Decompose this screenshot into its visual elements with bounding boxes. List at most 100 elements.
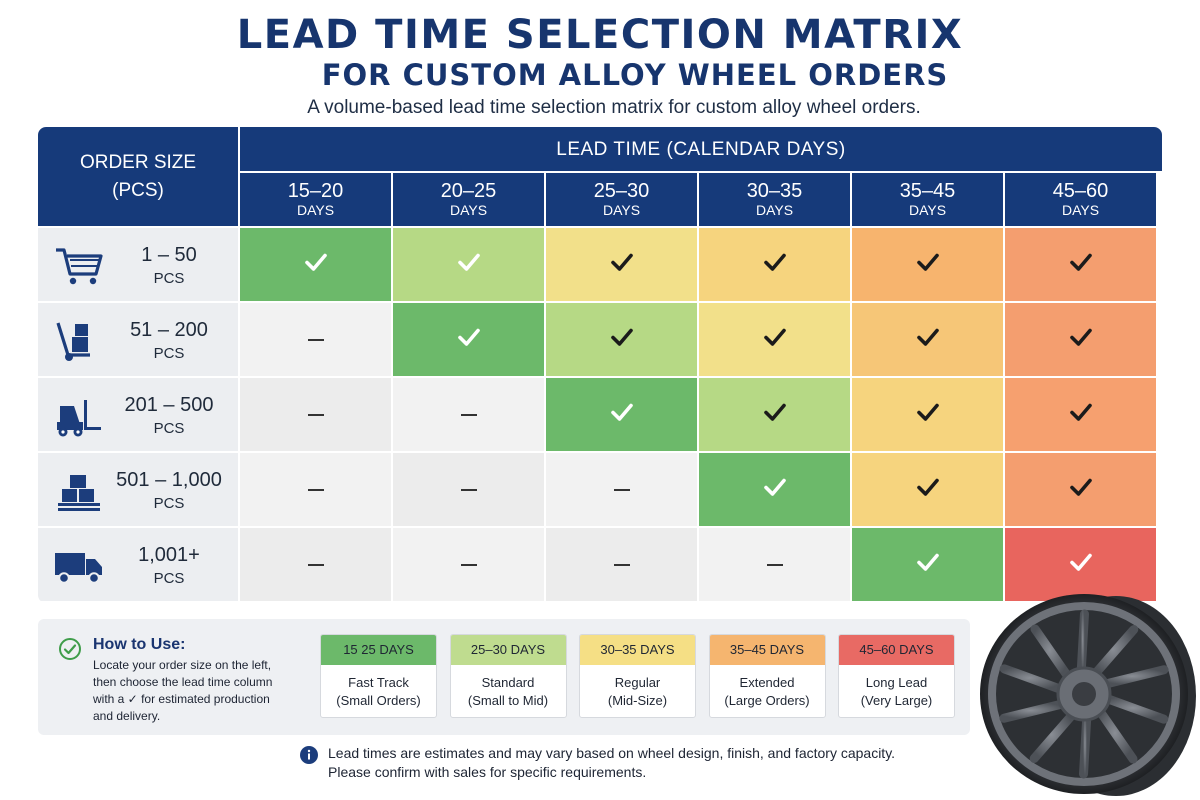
order-size-unit: PCS (153, 270, 185, 287)
wheel-spoke (1095, 707, 1138, 764)
order-size-qty: 1 – 50 (141, 244, 197, 266)
matrix-cell (699, 528, 850, 601)
disclaimer-note: Lead times are estimates and may vary ba… (328, 744, 948, 782)
legend-subtitle: (Large Orders) (724, 693, 810, 708)
matrix-cell (1005, 378, 1156, 451)
disclaimer-line2: Please confirm with sales for specific r… (328, 764, 647, 780)
checkmark-icon (608, 248, 636, 281)
matrix-cell (546, 528, 697, 601)
check-circle-icon (59, 638, 81, 660)
order-size-unit: PCS (153, 420, 185, 437)
column-unit: DAYS (755, 202, 794, 218)
matrix-cell (699, 378, 850, 451)
matrix-cell (393, 303, 544, 376)
matrix-cell (393, 528, 544, 601)
matrix-cell (852, 303, 1003, 376)
how-to-use-panel: How to Use: Locate your order size on th… (38, 619, 970, 735)
hand-truck-icon (52, 319, 106, 363)
wheel-spoke (1029, 710, 1077, 763)
column-header: 25–30 DAYS (546, 173, 697, 226)
order-size-row-label: 501 – 1,000 PCS (38, 453, 238, 526)
matrix-cell (852, 528, 1003, 601)
checkmark-icon (914, 473, 942, 506)
wheel-spoke (1103, 694, 1169, 724)
info-icon (300, 746, 318, 764)
matrix-cell (699, 453, 850, 526)
wheel-spoke (1030, 624, 1073, 681)
order-size-row-label: 51 – 200 PCS (38, 303, 238, 376)
order-size-row-label: 1,001+ PCS (38, 528, 238, 601)
how-to-use-text: Locate your order size on the left, then… (93, 658, 273, 723)
matrix-cell (852, 453, 1003, 526)
legend-subtitle: (Mid-Size) (607, 693, 668, 708)
column-unit: DAYS (1061, 202, 1100, 218)
legend-name: Fast Track (348, 675, 409, 690)
matrix-cell (546, 378, 697, 451)
matrix-cell (240, 378, 391, 451)
legend-name: Extended (739, 675, 795, 690)
alloy-wheel-image (980, 594, 1196, 796)
column-range: 15–20 (287, 180, 344, 202)
column-header: 35–45 DAYS (852, 173, 1003, 226)
checkmark-icon (914, 323, 942, 356)
matrix-cell (1005, 528, 1156, 601)
legend-subtitle: (Small Orders) (336, 693, 421, 708)
checkmark-icon (1067, 473, 1095, 506)
not-available-dash (460, 488, 477, 491)
disclaimer-line1: Lead times are estimates and may vary ba… (328, 745, 896, 761)
order-size-qty: 201 – 500 (124, 394, 214, 416)
checkmark-icon (761, 248, 789, 281)
forklift-icon (52, 394, 106, 438)
column-unit: DAYS (449, 202, 488, 218)
wheel-spoke (999, 699, 1067, 723)
checkmark-icon (1067, 248, 1095, 281)
matrix-cell (393, 228, 544, 301)
checkmark-icon (302, 248, 330, 281)
legend-subtitle: (Small to Mid) (467, 693, 549, 708)
not-available-dash (307, 413, 324, 416)
matrix-cell (240, 528, 391, 601)
not-available-dash (307, 563, 324, 566)
column-range: 35–45 (899, 180, 956, 202)
matrix-cell (546, 228, 697, 301)
not-available-dash (613, 488, 630, 491)
legend-card: 25–30 DAYS Standard (Small to Mid) (449, 634, 567, 718)
column-range: 20–25 (440, 180, 497, 202)
matrix-cell (546, 303, 697, 376)
matrix-cell (699, 303, 850, 376)
wheel-spoke (999, 664, 1065, 694)
not-available-dash (307, 488, 324, 491)
order-size-header: ORDER SIZE (PCS) (38, 127, 238, 226)
legend-range: 15 25 DAYS (321, 635, 436, 665)
matrix-cell (546, 453, 697, 526)
legend-subtitle: (Very Large) (860, 693, 933, 708)
column-header: 45–60 DAYS (1005, 173, 1156, 226)
matrix-cell (852, 228, 1003, 301)
checkmark-icon (1067, 548, 1095, 581)
delivery-truck-icon (52, 544, 106, 588)
lead-time-matrix: ORDER SIZE (PCS) LEAD TIME (CALENDAR DAY… (38, 127, 1162, 603)
column-header: 30–35 DAYS (699, 173, 850, 226)
legend-name: Regular (614, 675, 661, 690)
checkmark-icon (608, 323, 636, 356)
column-header: 20–25 DAYS (393, 173, 544, 226)
checkmark-icon (914, 398, 942, 431)
pallet-boxes-icon (52, 469, 106, 513)
order-size-qty: 51 – 200 (130, 319, 208, 341)
matrix-cell (240, 303, 391, 376)
not-available-dash (307, 338, 324, 341)
checkmark-icon (455, 248, 483, 281)
order-size-header-line1: ORDER SIZE (79, 151, 197, 173)
legend-range: 30–35 DAYS (580, 635, 695, 665)
not-available-dash (460, 563, 477, 566)
matrix-cell (393, 378, 544, 451)
column-header: 15–20 DAYS (240, 173, 391, 226)
wheel-spoke (1079, 713, 1092, 779)
column-range: 25–30 (593, 180, 650, 202)
legend-name: Long Lead (865, 675, 928, 690)
checkmark-icon (455, 323, 483, 356)
order-size-qty: 1,001+ (138, 544, 200, 566)
not-available-dash (460, 413, 477, 416)
page-subtitle: FOR CUSTOM ALLOY WHEEL ORDERS (321, 58, 949, 92)
checkmark-icon (1067, 323, 1095, 356)
